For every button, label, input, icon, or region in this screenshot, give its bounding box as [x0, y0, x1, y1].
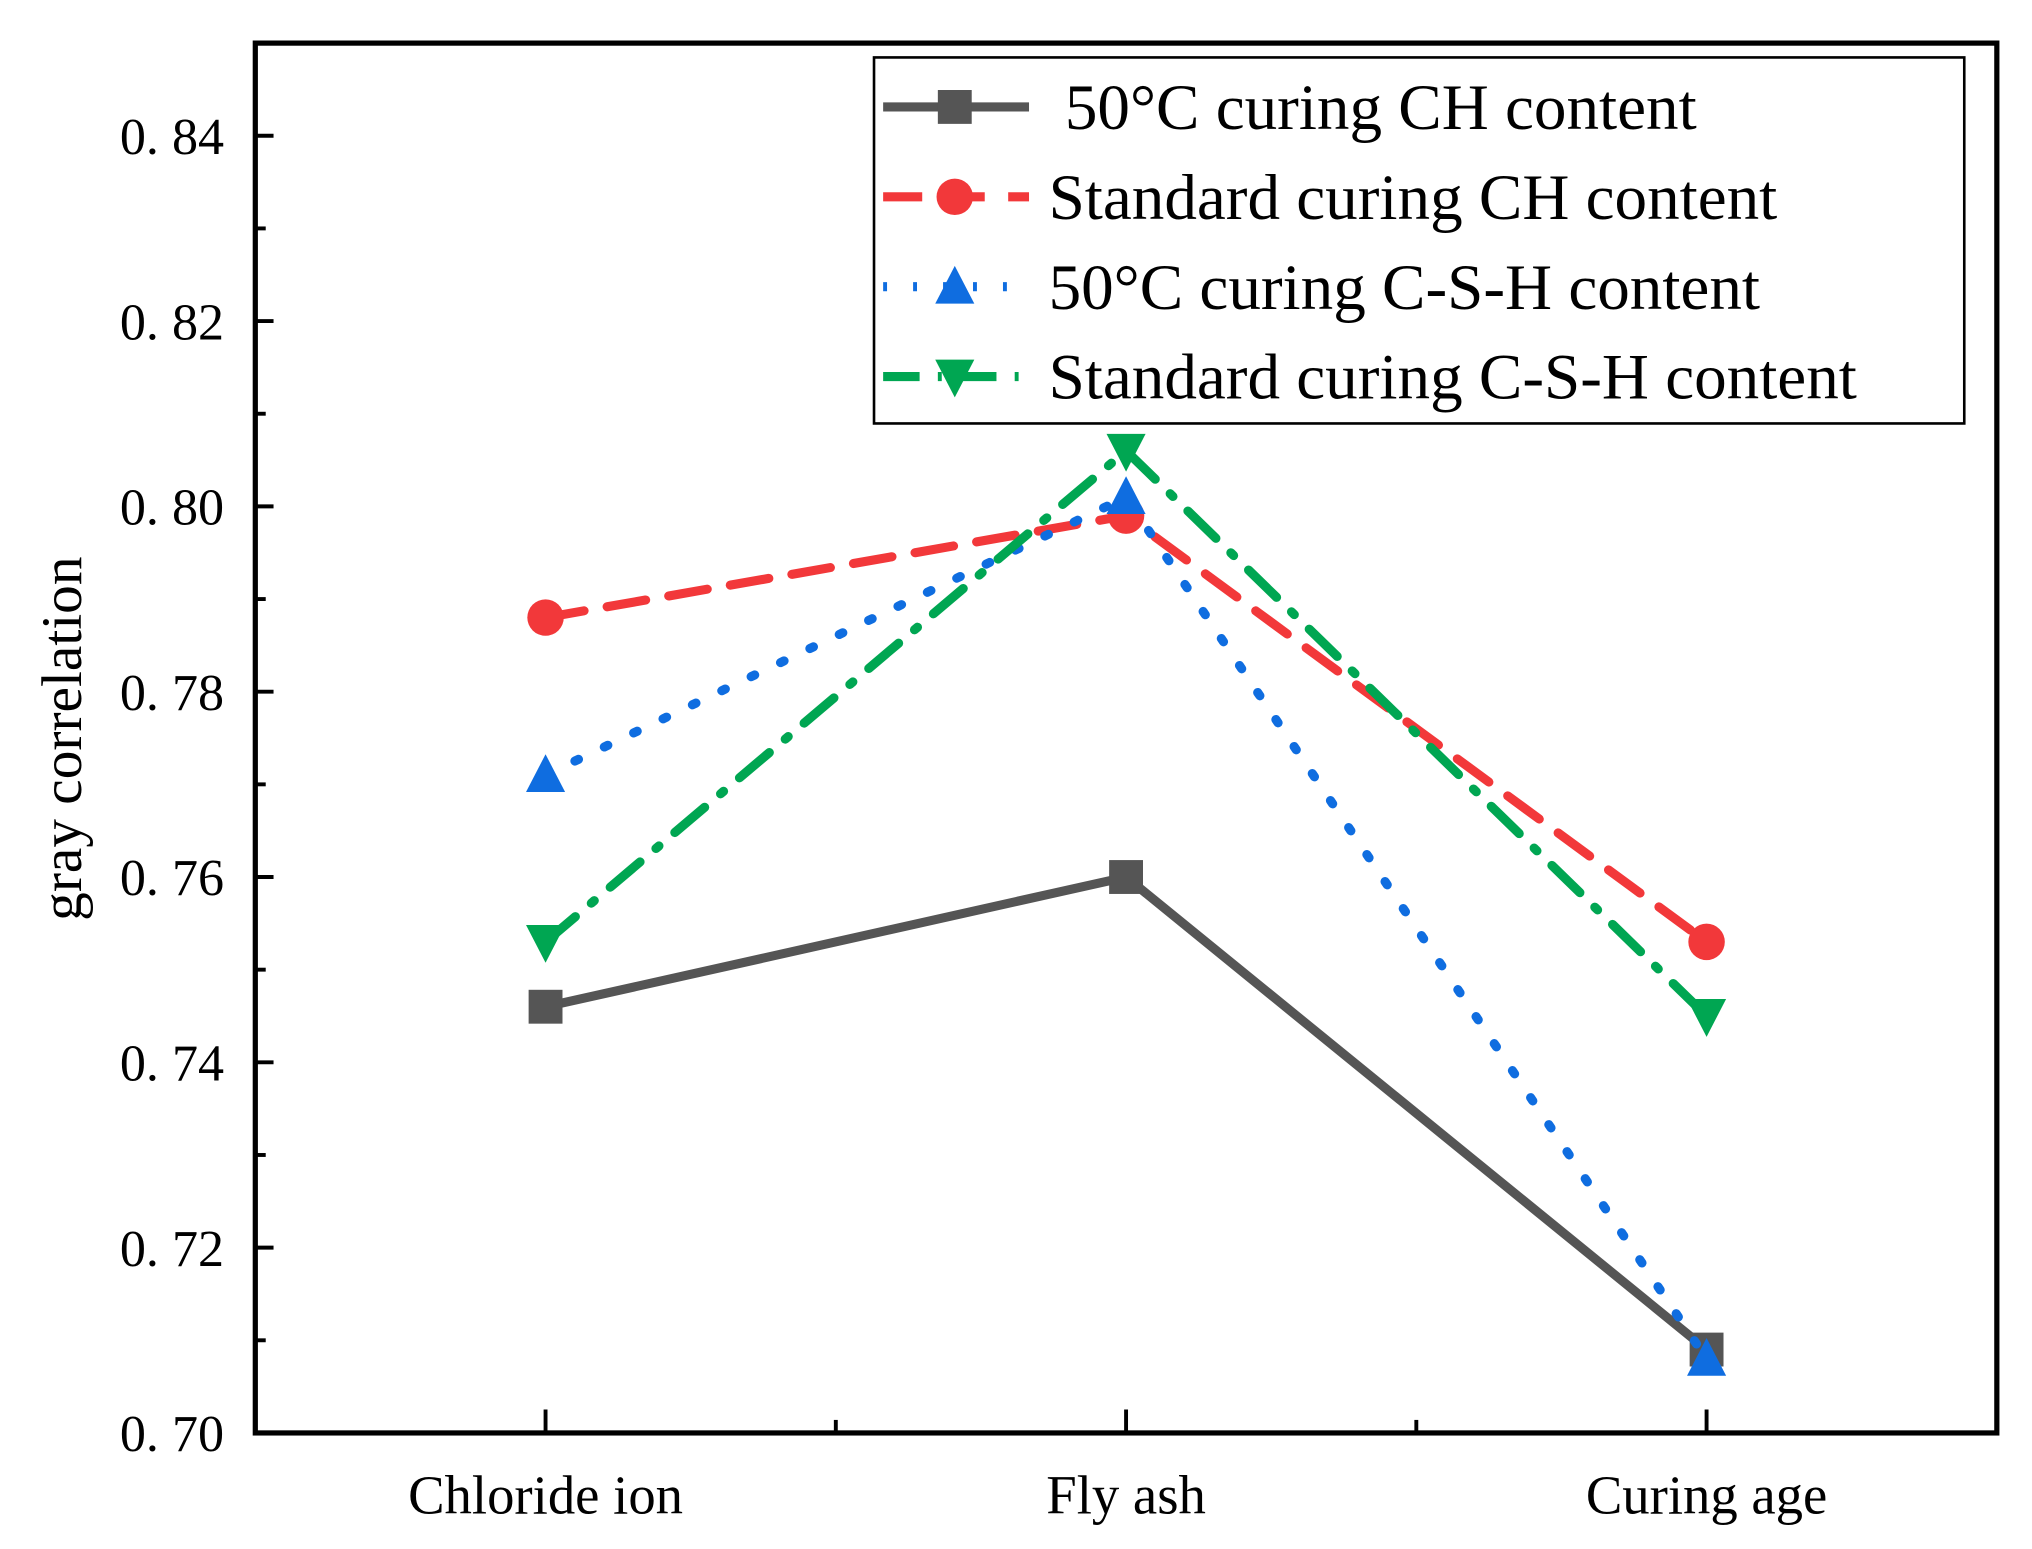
- data-point-2-1: [1106, 476, 1146, 515]
- legend-label-2: 50°C curing C-S-H content: [1049, 252, 1760, 324]
- legend-marker-3: [935, 359, 975, 398]
- x-tick-label: Fly ash: [1046, 1465, 1206, 1526]
- y-tick-label: 0. 80: [120, 480, 224, 537]
- x-tick-label: Chloride ion: [408, 1465, 683, 1526]
- data-point-1-2: [1688, 923, 1725, 961]
- y-tick-label: 0. 78: [120, 665, 224, 722]
- legend-label-1: Standard curing CH content: [1049, 162, 1778, 234]
- series-line-2: [540, 492, 1712, 1364]
- legend-label-3: Standard curing C-S-H content: [1049, 342, 1857, 414]
- y-tick-label: 0. 76: [120, 850, 224, 907]
- y-tick-label: 0. 82: [120, 294, 224, 351]
- y-axis-label: gray correlation: [31, 557, 94, 921]
- data-point-3-1: [1106, 433, 1146, 472]
- legend-box: [872, 56, 1966, 425]
- y-tick-label: 0. 72: [120, 1221, 224, 1278]
- data-point-2-0: [526, 754, 566, 793]
- legend-label-0: 50°C curing CH content: [1049, 72, 1697, 144]
- y-tick-label: 0. 70: [120, 1406, 224, 1463]
- legend: 50°C curing CH content Standard curing CH…: [872, 56, 1966, 425]
- data-point-1-0: [527, 599, 564, 636]
- data-point-3-0: [526, 924, 566, 963]
- y-tick-label: 0. 74: [120, 1036, 224, 1093]
- x-tick-label: Curing age: [1586, 1465, 1827, 1526]
- data-point-0-1: [1109, 860, 1143, 894]
- y-tick-label: 0. 84: [120, 109, 224, 166]
- legend-marker-1: [936, 178, 974, 216]
- series-line-3: [540, 446, 1712, 1021]
- plot-area: 0. 70 0. 72 0. 74 0. 76 0. 78 0. 80 0. 82 0. 84…: [120, 40, 2000, 1526]
- data-point-3-2: [1687, 999, 1727, 1037]
- data-point-2-2: [1687, 1337, 1727, 1376]
- series-line-0: [540, 872, 1712, 1355]
- data-point-0-0: [528, 989, 563, 1024]
- legend-marker-2: [935, 265, 975, 304]
- legend-marker-0: [937, 90, 972, 124]
